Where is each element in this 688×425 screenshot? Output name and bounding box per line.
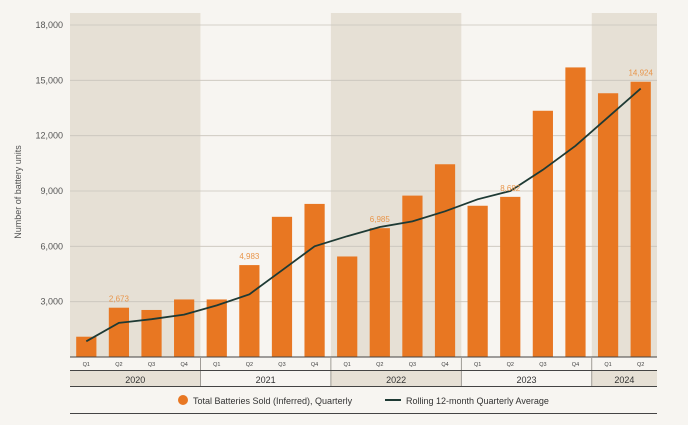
data-label: 2,673 xyxy=(109,295,130,304)
line-series xyxy=(85,87,642,343)
x-tick-label: Q1 xyxy=(604,362,611,368)
legend-line-label: Rolling 12-month Quarterly Average xyxy=(406,396,549,406)
x-tick-label: Q2 xyxy=(637,362,644,368)
x-tick-label: Q2 xyxy=(115,362,122,368)
bar xyxy=(337,256,358,357)
x-tick-label: Q4 xyxy=(180,362,187,368)
bar xyxy=(467,205,488,357)
year-label-2020: 2020 xyxy=(125,375,145,385)
year-label-2022: 2022 xyxy=(386,375,406,385)
year-label-2024: 2024 xyxy=(614,375,634,385)
year-label-band-2020 xyxy=(70,371,201,386)
x-tick-label: Q1 xyxy=(474,362,481,368)
y-tick-label: 9,000 xyxy=(40,186,63,196)
x-tick-label: Q4 xyxy=(441,362,448,368)
bar xyxy=(271,216,293,357)
x-tick-label: Q2 xyxy=(507,362,514,368)
data-label: 4,983 xyxy=(239,252,260,261)
y-tick-label: 3,000 xyxy=(40,297,63,307)
bar xyxy=(402,195,423,357)
x-tick-label: Q1 xyxy=(344,362,351,368)
x-tick-label: Q2 xyxy=(376,362,383,368)
gridlines xyxy=(70,24,657,303)
x-tick-label: Q3 xyxy=(539,362,546,368)
bar xyxy=(630,81,651,357)
bar xyxy=(369,228,390,357)
bar xyxy=(532,110,553,358)
x-tick-label: Q2 xyxy=(246,362,253,368)
x-tick-label: Q3 xyxy=(278,362,285,368)
legend-bar-label: Total Batteries Sold (Inferred), Quarter… xyxy=(193,396,353,406)
x-axis: 2020 2021 2022 2023 2024 Q1 Q2 Q3 Q4 Q1 Q2 Q3 Q4 Q1 Q2… xyxy=(70,356,657,414)
bar xyxy=(434,164,456,357)
bar xyxy=(239,265,260,357)
bar xyxy=(141,309,162,357)
y-tick-label: 6,000 xyxy=(40,241,63,251)
year-label-band-2024 xyxy=(591,371,657,386)
y-tick-label: 12,000 xyxy=(35,131,63,141)
rolling-average-line xyxy=(85,87,642,343)
bar xyxy=(565,67,586,357)
bar xyxy=(597,93,619,357)
x-tick-label: Q4 xyxy=(572,362,579,368)
year-label-band-2022 xyxy=(330,371,462,386)
year-label-2021: 2021 xyxy=(256,375,276,385)
x-tick-label: Q3 xyxy=(409,362,416,368)
year-label-2023: 2023 xyxy=(517,375,537,385)
x-tick-label: Q4 xyxy=(311,362,318,368)
data-labels: 2,673 4,983 6,985 8,682 14,924 xyxy=(109,69,654,304)
y-tick-label: 15,000 xyxy=(35,75,63,85)
legend: Total Batteries Sold (Inferred), Quarter… xyxy=(178,395,549,406)
y-tick-label: 18,000 xyxy=(35,20,63,30)
legend-bar-marker xyxy=(178,395,188,405)
bar xyxy=(206,299,227,357)
data-label: 6,985 xyxy=(370,215,391,224)
bar xyxy=(108,307,130,357)
bar xyxy=(500,196,521,357)
bar xyxy=(304,203,325,357)
y-axis-label: Number of battery units xyxy=(13,145,23,239)
data-label: 14,924 xyxy=(628,69,653,78)
bar xyxy=(76,336,97,357)
y-axis-ticks: 3,000 6,000 9,000 12,000 15,000 18,000 xyxy=(35,20,63,307)
x-tick-label: Q1 xyxy=(83,362,90,368)
x-tick-label: Q3 xyxy=(148,362,155,368)
bar xyxy=(174,299,195,357)
data-label: 8,682 xyxy=(500,184,521,193)
x-tick-label: Q1 xyxy=(213,362,220,368)
